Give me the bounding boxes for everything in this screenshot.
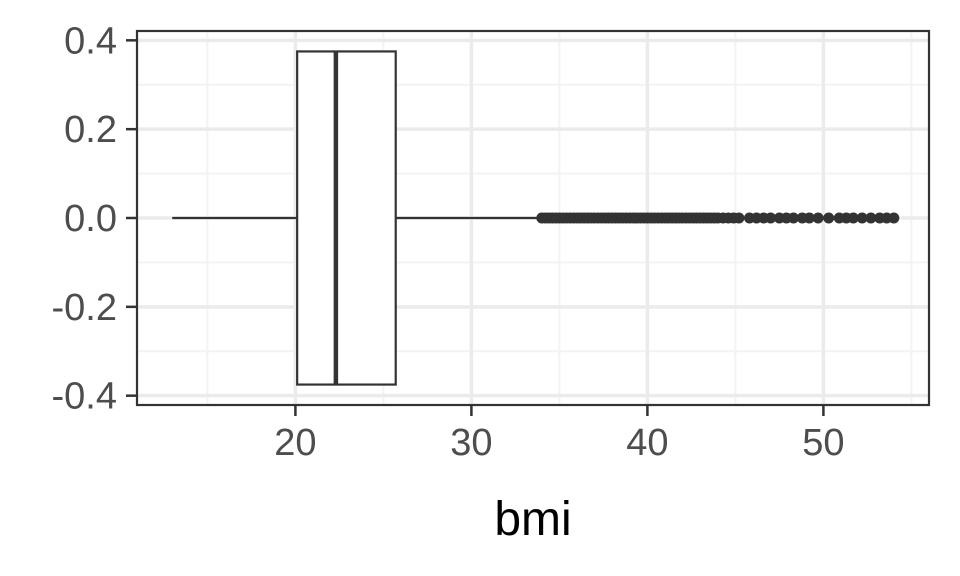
x-tick-label: 30: [450, 422, 492, 464]
y-tick-label: -0.4: [52, 376, 117, 418]
outlier-point: [888, 212, 900, 224]
outlier-point: [865, 212, 877, 224]
x-tick-label: 20: [274, 422, 316, 464]
y-tick-label: -0.2: [52, 287, 117, 329]
boxplot: [172, 50, 539, 386]
y-tick-label: 0.0: [64, 198, 117, 240]
outlier-point: [823, 212, 835, 224]
outlier-point: [803, 212, 815, 224]
x-tick-label: 50: [802, 422, 844, 464]
outlier-point: [733, 212, 745, 224]
outlier-points: [536, 212, 900, 224]
outlier-point: [847, 212, 859, 224]
outlier-point: [856, 212, 868, 224]
x-axis-title: bmi: [494, 493, 571, 546]
y-tick-label: 0.4: [64, 20, 117, 62]
outlier-point: [765, 212, 777, 224]
axes: -0.4 -0.2 0.0 0.2 0.4 20 30 40 50: [52, 20, 845, 464]
y-tick-label: 0.2: [64, 109, 117, 151]
outlier-point: [812, 212, 824, 224]
x-tick-label: 40: [626, 422, 668, 464]
outlier-point: [787, 212, 799, 224]
iqr-box: [296, 50, 397, 386]
